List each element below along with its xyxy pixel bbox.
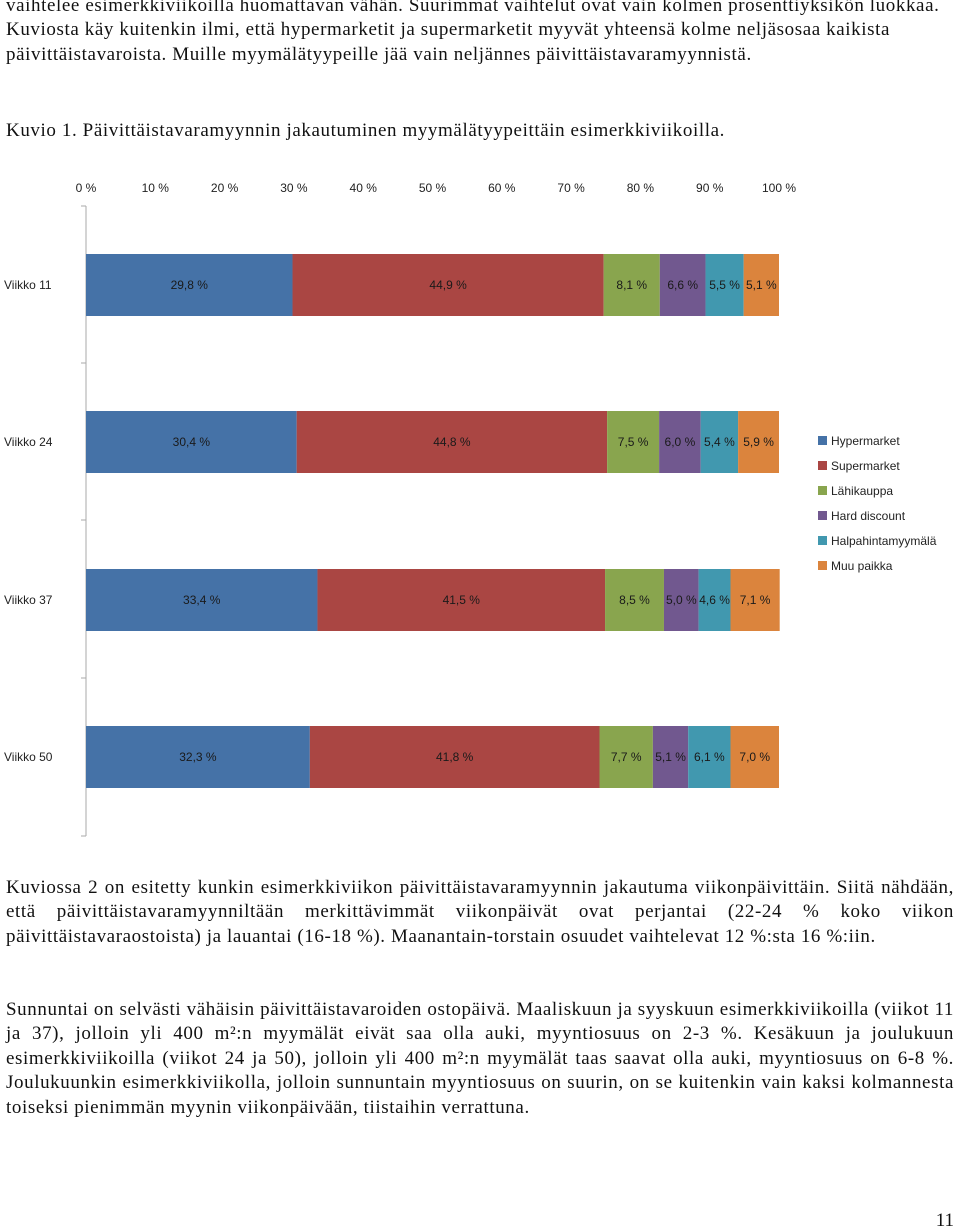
category-label: Viikko 11	[4, 278, 52, 292]
data-label: 8,1 %	[616, 278, 647, 292]
legend-label: Hard discount	[831, 509, 906, 523]
bar-segment	[86, 726, 310, 788]
data-label: 6,6 %	[667, 278, 698, 292]
legend-swatch	[818, 436, 827, 445]
data-label: 5,1 %	[746, 278, 777, 292]
bar-segment	[698, 569, 731, 631]
data-label: 32,3 %	[179, 750, 217, 764]
figure-caption: Kuvio 1. Päivittäistavaramyynnin jakautu…	[6, 120, 725, 141]
data-label: 29,8 %	[171, 278, 209, 292]
category-label: Viikko 37	[4, 593, 53, 607]
data-label: 5,4 %	[704, 435, 735, 449]
paragraph-middle: Kuviossa 2 on esitetty kunkin esimerkkiv…	[6, 877, 954, 947]
legend-label: Lähikauppa	[831, 484, 893, 498]
legend-label: Muu paikka	[831, 559, 893, 573]
data-label: 6,0 %	[665, 435, 696, 449]
data-label: 7,1 %	[740, 593, 771, 607]
data-label: 5,9 %	[743, 435, 774, 449]
paragraph-bottom: Sunnuntai on selvästi vähäisin päivittäi…	[6, 999, 954, 1118]
stacked-bar-chart: 0 % 10 % 20 % 30 % 40 % 50 % 60 % 70 % 80 % 90 % 1…	[0, 170, 960, 860]
paragraph-top: vaihtelee esimerkkiviikoilla huomattavan…	[6, 0, 940, 65]
data-label: 44,9 %	[429, 278, 467, 292]
category-label: Viikko 50	[4, 750, 53, 764]
data-label: 4,6 %	[699, 593, 730, 607]
legend-label: Hypermarket	[831, 434, 900, 448]
bar-segment	[730, 726, 779, 788]
legend-swatch	[818, 561, 827, 570]
x-tick-label: 100 %	[762, 181, 796, 195]
bar-segment	[86, 254, 293, 316]
data-label: 30,4 %	[173, 435, 211, 449]
data-label: 5,1 %	[655, 750, 686, 764]
chart-svg: 0 % 10 % 20 % 30 % 40 % 50 % 60 % 70 % 80 % 90 % 1…	[4, 181, 937, 837]
bar-segment	[317, 569, 606, 631]
bar-segment	[86, 569, 318, 631]
x-tick-label: 90 %	[696, 181, 724, 195]
bar-segment	[688, 726, 731, 788]
data-label: 7,7 %	[611, 750, 642, 764]
category-label: Viikko 24	[4, 435, 53, 449]
bar-segment	[663, 569, 699, 631]
bar-segment	[659, 411, 701, 473]
data-label: 7,5 %	[618, 435, 649, 449]
data-label: 6,1 %	[694, 750, 725, 764]
bar-segment	[309, 726, 600, 788]
bar-segment	[738, 411, 779, 473]
bar-segment	[730, 569, 780, 631]
legend-swatch	[818, 536, 827, 545]
x-tick-label: 10 %	[142, 181, 170, 195]
bar-segment	[659, 254, 706, 316]
legend-swatch	[818, 511, 827, 520]
x-tick-label: 50 %	[419, 181, 447, 195]
bar-segment	[607, 411, 660, 473]
x-tick-label: 80 %	[627, 181, 655, 195]
data-label: 5,5 %	[709, 278, 740, 292]
x-tick-label: 20 %	[211, 181, 239, 195]
bar-segment	[705, 254, 744, 316]
bar-segment	[743, 254, 779, 316]
legend-swatch	[818, 486, 827, 495]
bar-segment	[605, 569, 664, 631]
legend-swatch	[818, 461, 827, 470]
legend-label: Halpahintamyymälä	[831, 534, 937, 548]
data-label: 8,5 %	[619, 593, 650, 607]
x-tick-label: 30 %	[280, 181, 308, 195]
bar-segment	[700, 411, 739, 473]
bar-segment	[86, 411, 297, 473]
legend-label: Supermarket	[831, 459, 900, 473]
bar-segment	[599, 726, 653, 788]
data-label: 33,4 %	[183, 593, 221, 607]
bar-segment	[603, 254, 660, 316]
x-tick-label: 40 %	[350, 181, 378, 195]
data-label: 5,0 %	[666, 593, 697, 607]
bar-segment	[296, 411, 608, 473]
page-number: 11	[935, 1210, 954, 1231]
data-label: 41,8 %	[436, 750, 474, 764]
x-tick-label: 60 %	[488, 181, 516, 195]
bar-segment	[652, 726, 689, 788]
x-tick-label: 70 %	[557, 181, 585, 195]
x-tick-label: 0 %	[76, 181, 97, 195]
data-label: 7,0 %	[739, 750, 770, 764]
data-label: 41,5 %	[443, 593, 481, 607]
data-label: 44,8 %	[433, 435, 471, 449]
bar-segment	[292, 254, 604, 316]
